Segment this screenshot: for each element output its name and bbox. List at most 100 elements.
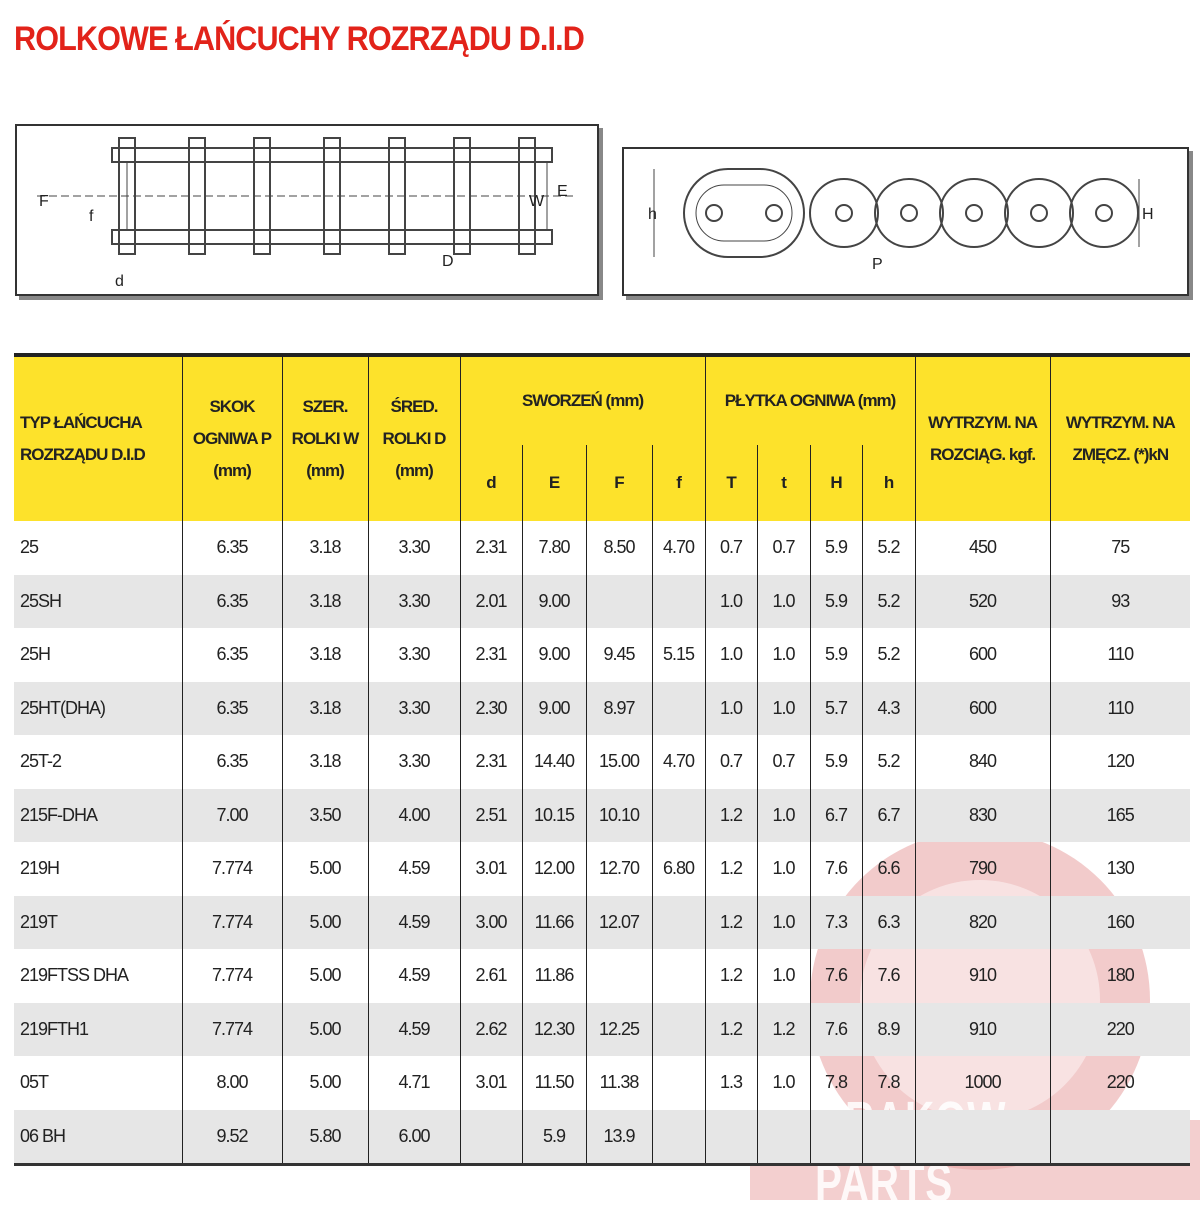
value-cell xyxy=(809,1109,863,1165)
table-row: 219FTSS DHA 7.774 5.00 4.59 2.61 11.86 1.2 1.0 7… xyxy=(14,949,1191,1003)
value-cell: 910 xyxy=(914,949,1051,1003)
value-cell: 8.50 xyxy=(585,521,652,575)
value-cell: 5.00 xyxy=(281,1002,368,1056)
value-cell: 1.0 xyxy=(756,1056,811,1110)
header-plate-H: H xyxy=(809,445,863,521)
value-cell: 5.2 xyxy=(861,521,916,575)
value-cell xyxy=(651,681,706,735)
value-cell: 5.2 xyxy=(861,735,916,789)
value-cell: 2.61 xyxy=(459,949,522,1003)
chain-type-cell: 06 BH xyxy=(14,1109,182,1165)
value-cell: 5.2 xyxy=(861,628,916,682)
value-cell: 12.00 xyxy=(521,842,586,896)
value-cell: 120 xyxy=(1049,735,1191,789)
value-cell xyxy=(651,574,706,628)
table-row: 05T 8.00 5.00 4.71 3.01 11.50 11.38 1.3 1.0 7.8 7.… xyxy=(14,1056,1191,1110)
value-cell: 7.774 xyxy=(181,842,282,896)
chain-front-diagram: h P H xyxy=(622,147,1189,296)
value-cell: 4.59 xyxy=(367,842,460,896)
table-row: 219H 7.774 5.00 4.59 3.01 12.00 12.70 6.80 1.2 1.… xyxy=(14,842,1191,896)
value-cell: 4.59 xyxy=(367,895,460,949)
value-cell: 5.9 xyxy=(809,628,863,682)
table-row: 25 6.35 3.18 3.30 2.31 7.80 8.50 4.70 0.7 0.7 5.9 5… xyxy=(14,521,1191,575)
value-cell: 6.35 xyxy=(181,628,282,682)
value-cell: 5.9 xyxy=(809,735,863,789)
value-cell: 165 xyxy=(1049,788,1191,842)
value-cell: 1.0 xyxy=(756,842,811,896)
value-cell: 220 xyxy=(1049,1002,1191,1056)
value-cell: 600 xyxy=(914,681,1051,735)
header-fatigue: WYTRZYM. NA ZMĘCZ. (*)kN xyxy=(1049,355,1191,521)
value-cell: 1.0 xyxy=(756,628,811,682)
table-row: 25T-2 6.35 3.18 3.30 2.31 14.40 15.00 4.70 0.7 0.… xyxy=(14,735,1191,789)
value-cell: 1.2 xyxy=(704,1002,758,1056)
value-cell: 6.3 xyxy=(861,895,916,949)
chain-type-cell: 05T xyxy=(20,1072,49,1093)
value-cell: 3.30 xyxy=(367,681,460,735)
value-cell: 3.50 xyxy=(281,788,368,842)
value-cell: 2.30 xyxy=(459,681,522,735)
value-cell: 4.59 xyxy=(367,949,460,1003)
value-cell: 10.15 xyxy=(521,788,586,842)
value-cell: 1.0 xyxy=(704,681,758,735)
table-row: 219T 7.774 5.00 4.59 3.00 11.66 12.07 1.2 1.0 7.3… xyxy=(14,895,1191,949)
value-cell: 4.59 xyxy=(367,1002,460,1056)
value-cell: 1.0 xyxy=(756,681,811,735)
value-cell: 12.07 xyxy=(585,895,652,949)
chain-type-cell: 25T-2 xyxy=(20,751,62,772)
chain-type-cell: 219FTH1 xyxy=(14,1002,182,1056)
value-cell: 9.45 xyxy=(585,628,652,682)
value-cell: 0.7 xyxy=(756,735,811,789)
value-cell: 1.0 xyxy=(756,895,811,949)
header-plate-t: t xyxy=(756,445,811,521)
value-cell: 1.2 xyxy=(756,1002,811,1056)
value-cell: 4.70 xyxy=(651,735,706,789)
value-cell: 790 xyxy=(914,842,1051,896)
value-cell: 1.0 xyxy=(756,574,811,628)
value-cell xyxy=(459,1109,522,1165)
value-cell: 3.18 xyxy=(281,628,368,682)
value-cell: 7.774 xyxy=(181,949,282,1003)
value-cell xyxy=(651,1002,706,1056)
label-D: D xyxy=(442,253,454,270)
value-cell xyxy=(914,1109,1051,1165)
page-title: ROLKOWE ŁAŃCUCHY ROZRZĄDU D.I.D xyxy=(14,20,585,58)
value-cell: 3.30 xyxy=(367,574,460,628)
value-cell: 15.00 xyxy=(585,735,652,789)
header-pin-d: d xyxy=(459,445,522,521)
value-cell: 6.6 xyxy=(861,842,916,896)
value-cell: 2.31 xyxy=(459,628,522,682)
value-cell: 9.00 xyxy=(521,574,586,628)
value-cell: 7.80 xyxy=(521,521,586,575)
header-type: TYP ŁAŃCUCHA ROZRZĄDU D.I.D xyxy=(14,355,182,521)
value-cell: 12.30 xyxy=(521,1002,586,1056)
header-plate: PŁYTKA OGNIWA (mm) xyxy=(704,355,916,445)
value-cell: 6.35 xyxy=(181,574,282,628)
value-cell: 8.9 xyxy=(861,1002,916,1056)
value-cell: 5.2 xyxy=(861,574,916,628)
chain-type-cell: 25 xyxy=(20,537,39,558)
value-cell: 8.00 xyxy=(181,1056,282,1110)
value-cell: 1.2 xyxy=(704,842,758,896)
value-cell: 7.6 xyxy=(861,949,916,1003)
value-cell: 11.38 xyxy=(585,1056,652,1110)
value-cell: 10.10 xyxy=(585,788,652,842)
value-cell: 6.80 xyxy=(651,842,706,896)
value-cell: 6.35 xyxy=(181,521,282,575)
header-plate-T: T xyxy=(704,445,758,521)
chain-type-cell: 219H xyxy=(20,858,60,879)
value-cell: 11.86 xyxy=(521,949,586,1003)
value-cell: 7.774 xyxy=(181,895,282,949)
value-cell: 11.66 xyxy=(521,895,586,949)
chain-side-diagram: F f d W E D xyxy=(15,124,599,296)
value-cell: 830 xyxy=(914,788,1051,842)
table-row: 25H 6.35 3.18 3.30 2.31 9.00 9.45 5.15 1.0 1.0 5.9… xyxy=(14,628,1191,682)
value-cell: 160 xyxy=(1049,895,1191,949)
value-cell xyxy=(651,1109,706,1165)
value-cell xyxy=(756,1109,811,1165)
label-E: E xyxy=(557,183,568,200)
label-F: F xyxy=(39,193,49,210)
header-pitch: SKOK OGNIWA P (mm) xyxy=(181,355,282,521)
chain-front-drawing: h P H xyxy=(648,168,1154,273)
value-cell: 2.31 xyxy=(459,735,522,789)
